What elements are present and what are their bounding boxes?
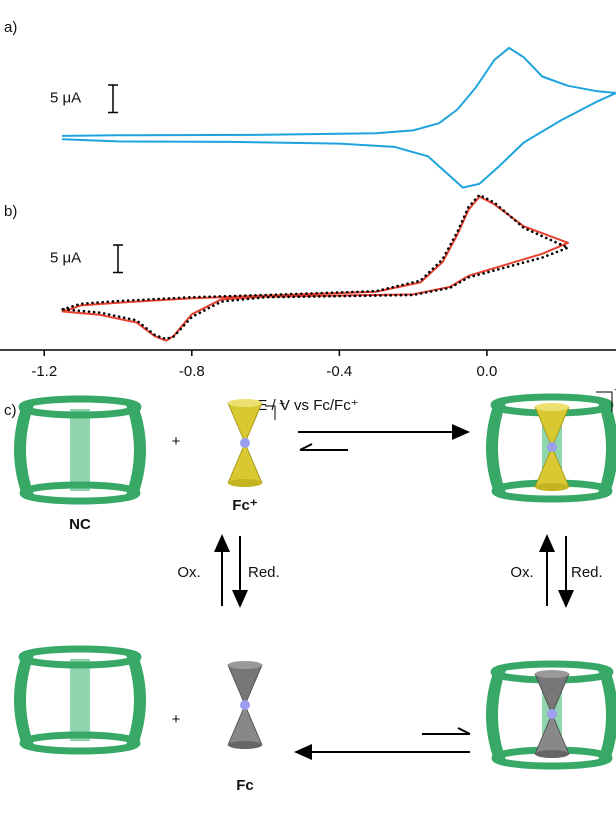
plus: + <box>172 433 181 450</box>
charge-bracket <box>596 391 613 412</box>
panel-label: c) <box>4 402 17 419</box>
scale-bar-label: 5 μA <box>50 90 81 107</box>
charge: + <box>279 398 285 410</box>
x-tick-label: -0.4 <box>326 363 352 380</box>
charge: + <box>614 384 616 396</box>
ferrocene <box>227 660 263 750</box>
x-tick-label: 0.0 <box>476 363 497 380</box>
host-cage <box>14 649 146 751</box>
ferrocenium <box>534 402 570 492</box>
arrowhead <box>299 443 313 451</box>
scale-bar-label: 5 μA <box>50 250 81 267</box>
host-label: NC <box>69 516 91 533</box>
charts: a) 5 μA b) 5 μA -1.2 -0.8 -0.4 0.0 E / V vs Fc/F… <box>0 19 616 414</box>
charge-bracket <box>265 405 276 420</box>
x-tick-label: -0.8 <box>179 363 205 380</box>
oxidation: Ox. <box>177 564 200 581</box>
x-axis-label: E / V vs Fc/Fc⁺ <box>257 397 358 414</box>
x-tick-label: -1.2 <box>31 363 57 380</box>
guest-label: Fc⁺ <box>232 497 258 514</box>
panel-label: a) <box>4 19 17 36</box>
plus: + <box>172 711 181 728</box>
reduction: Red. <box>571 564 603 581</box>
scheme: c) NC + + Fc⁺ + Ox. Red. Ox. Red. + Fc <box>4 384 616 794</box>
cv-curve <box>61 46 616 189</box>
guest-label: Fc <box>236 777 254 794</box>
host-cage <box>14 399 146 501</box>
reduction: Red. <box>248 564 280 581</box>
ferrocene <box>534 669 570 759</box>
ferrocenium <box>227 398 263 488</box>
oxidation: Ox. <box>510 564 533 581</box>
panel-label: b) <box>4 203 17 220</box>
arrowhead <box>457 727 471 735</box>
cv-curve <box>61 195 569 342</box>
cv-curve <box>61 193 570 341</box>
